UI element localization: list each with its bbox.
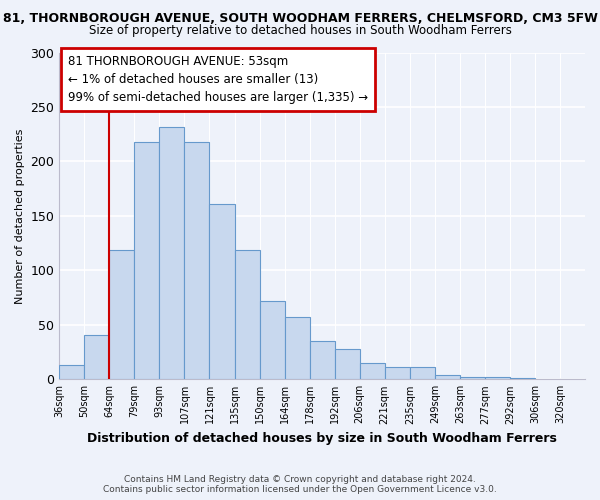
Bar	[235, 250, 260, 380]
Bar	[410, 368, 435, 380]
Bar	[59, 365, 85, 380]
Bar	[109, 250, 134, 380]
Bar	[510, 378, 535, 380]
Bar	[485, 377, 510, 380]
Bar	[460, 377, 485, 380]
Bar	[134, 142, 160, 380]
Text: 81, THORNBOROUGH AVENUE, SOUTH WOODHAM FERRERS, CHELMSFORD, CM3 5FW: 81, THORNBOROUGH AVENUE, SOUTH WOODHAM F…	[2, 12, 598, 26]
Bar	[160, 126, 184, 380]
Bar	[184, 142, 209, 380]
Y-axis label: Number of detached properties: Number of detached properties	[15, 128, 25, 304]
Text: 81 THORNBOROUGH AVENUE: 53sqm
← 1% of detached houses are smaller (13)
99% of se: 81 THORNBOROUGH AVENUE: 53sqm ← 1% of de…	[68, 54, 368, 104]
Bar	[359, 363, 385, 380]
Bar	[260, 301, 284, 380]
X-axis label: Distribution of detached houses by size in South Woodham Ferrers: Distribution of detached houses by size …	[87, 432, 557, 445]
Bar	[209, 204, 235, 380]
Text: Contains HM Land Registry data © Crown copyright and database right 2024.
Contai: Contains HM Land Registry data © Crown c…	[103, 474, 497, 494]
Bar	[310, 341, 335, 380]
Bar	[335, 349, 359, 380]
Bar	[385, 368, 410, 380]
Bar	[85, 334, 109, 380]
Bar	[284, 317, 310, 380]
Bar	[435, 375, 460, 380]
Text: Size of property relative to detached houses in South Woodham Ferrers: Size of property relative to detached ho…	[89, 24, 511, 37]
